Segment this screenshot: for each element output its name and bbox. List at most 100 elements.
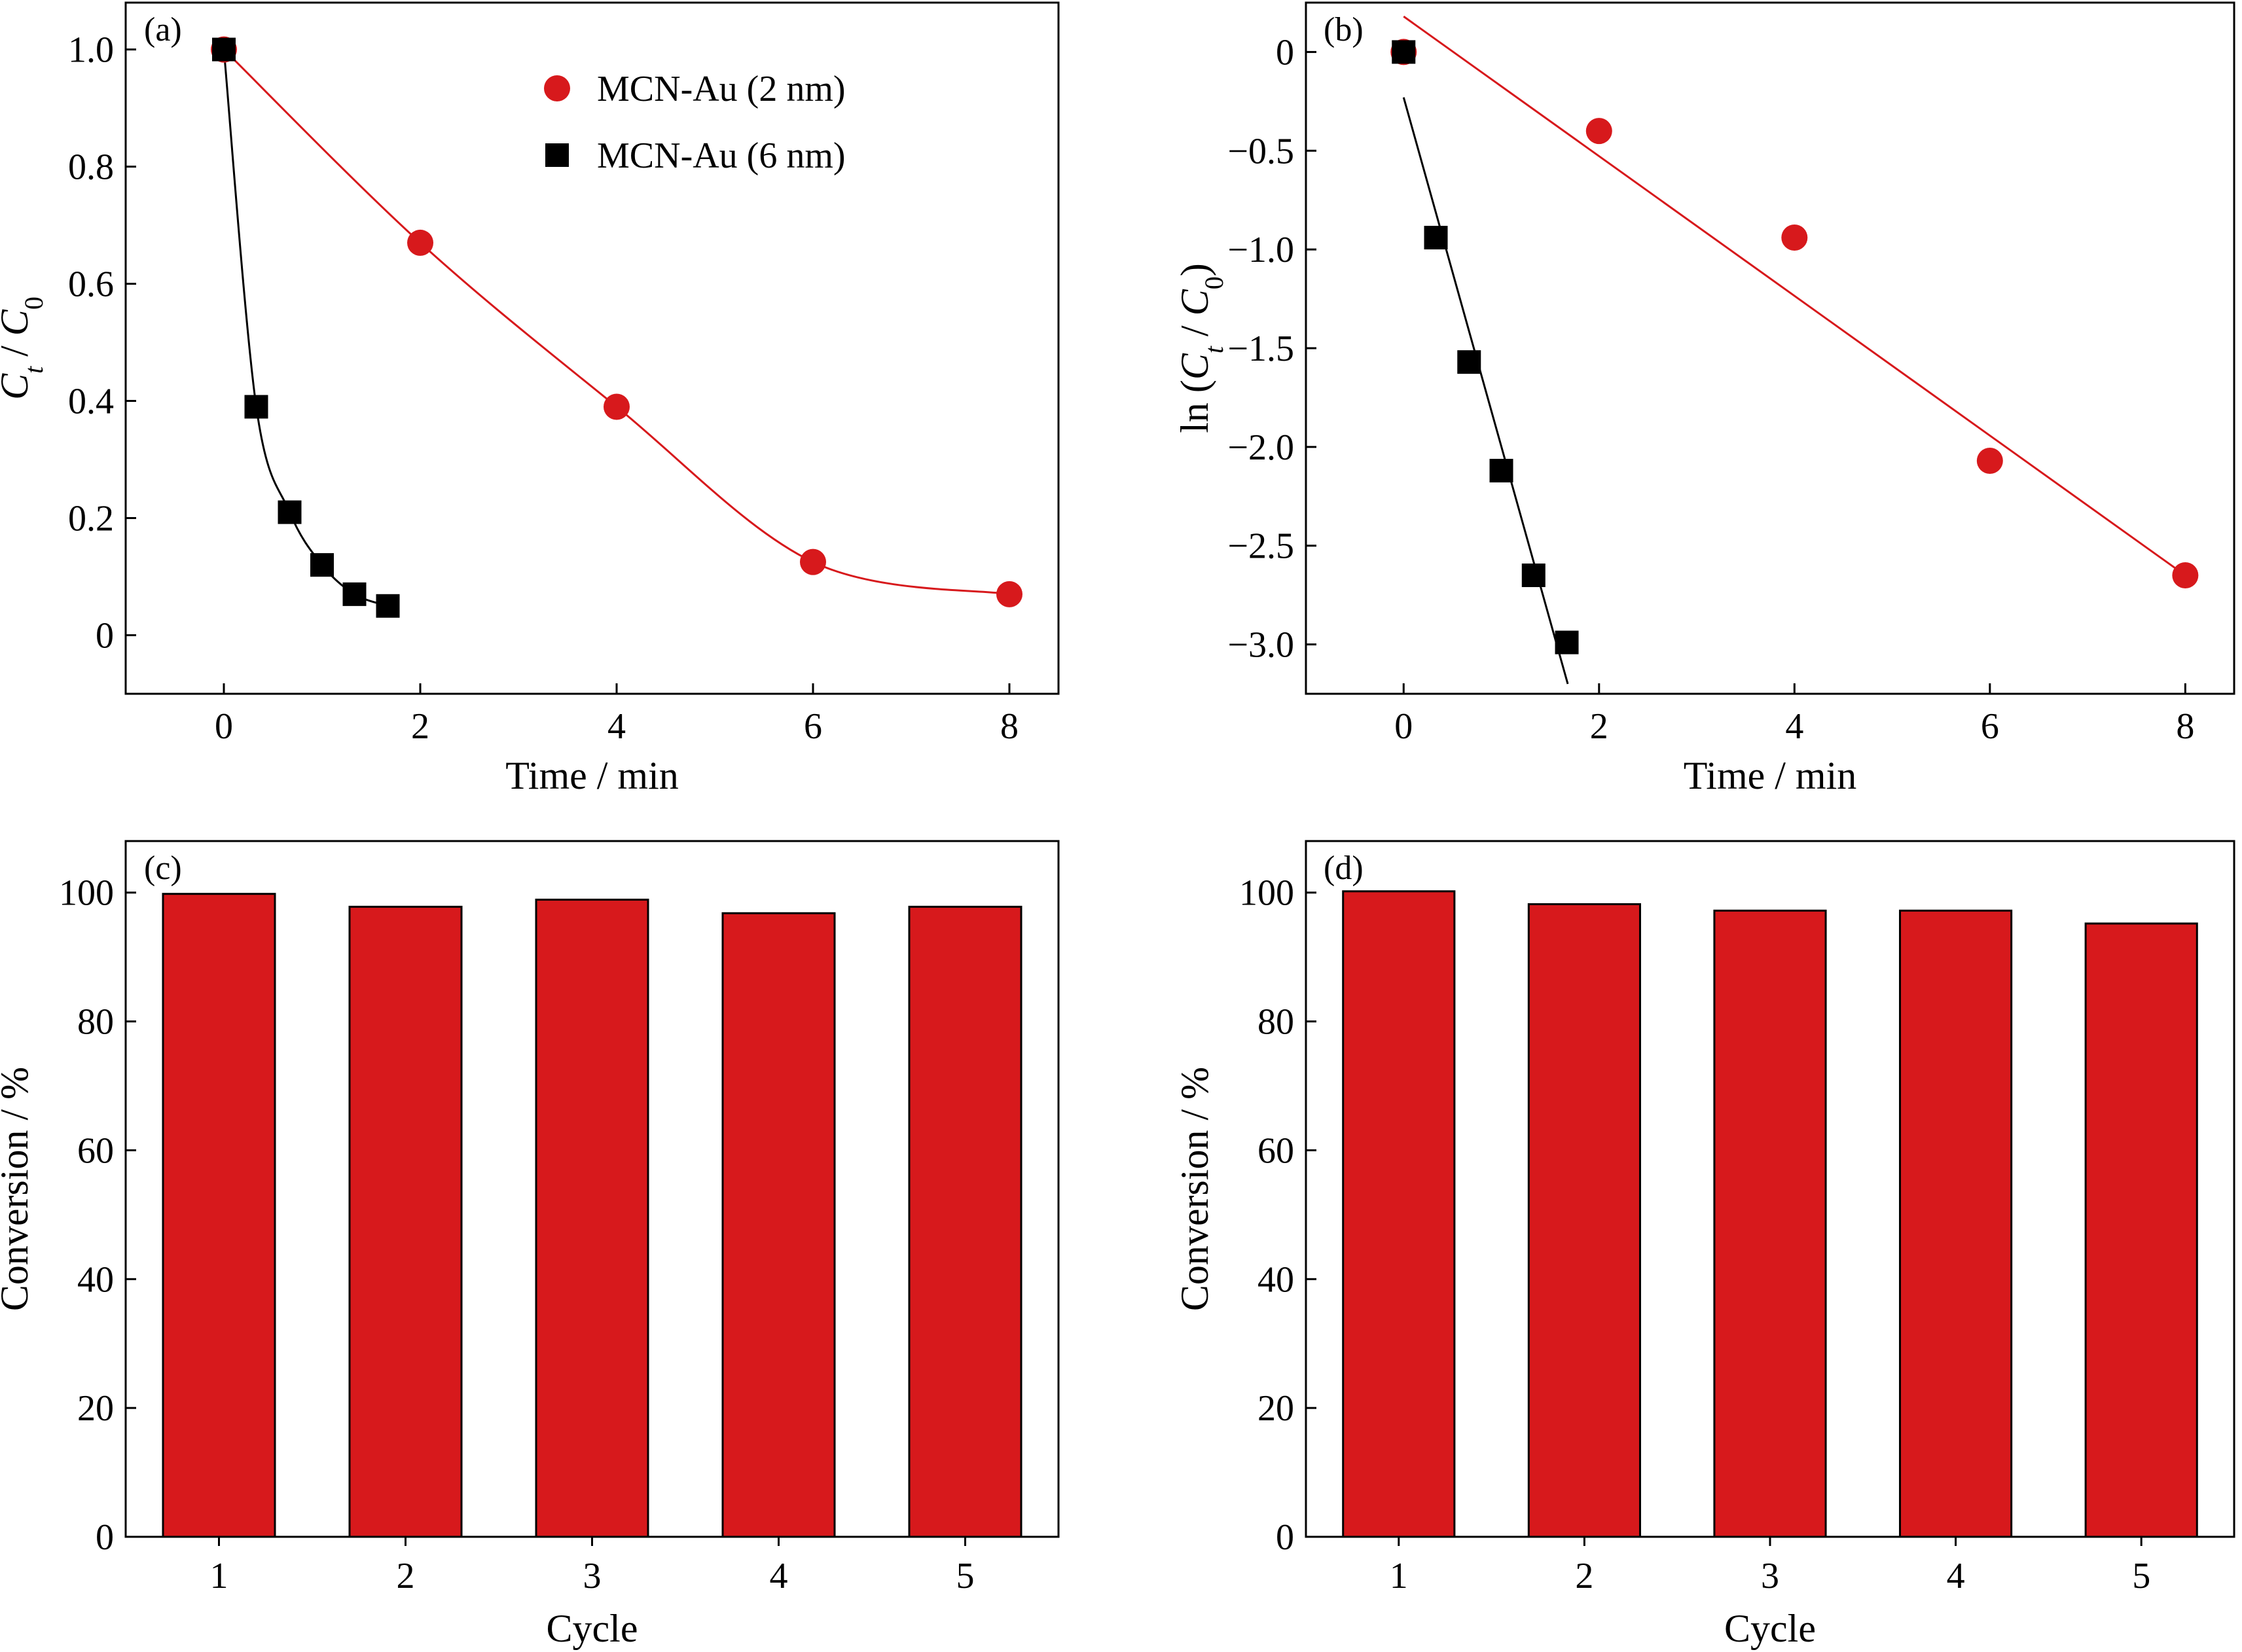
panel-b-y-axis-label-part-4: C <box>1173 289 1216 315</box>
panel-a-series-0-fit-curve <box>223 48 1010 596</box>
panel-a: (a) 0 2 4 6 8 0 0.2 0.4 0.6 0.8 1.0 Time / min Ct / … <box>0 1 1060 797</box>
panel-b-y-axis-label-part-2: t <box>1199 346 1229 353</box>
panel-c-x-axis-label: Cycle <box>547 1607 638 1650</box>
panel-b-y-tick-label: −3.0 <box>1227 625 1294 666</box>
panel-a-legend-marker-0 <box>544 75 570 101</box>
panel-b-series-0-point <box>2172 562 2199 588</box>
panel-d-y-tick-label: 60 <box>1257 1130 1294 1171</box>
panel-b-series-1-point <box>1489 459 1513 483</box>
panel-b-y-axis-label: ln (Ct / C0) <box>1173 263 1229 433</box>
panel-b-series-1-point <box>1424 226 1448 250</box>
panel-c-x-tick-label: 1 <box>210 1556 228 1596</box>
panel-a-series-1-point <box>278 500 302 524</box>
panel-a-x-tick-label: 8 <box>1000 706 1019 747</box>
panel-b-series-1-point <box>1457 350 1481 374</box>
panel-b-series-1-point <box>1392 40 1416 64</box>
panel-a-y-tick-label: 0.8 <box>68 147 114 188</box>
panel-d-x-tick-label: 4 <box>1947 1556 1965 1596</box>
panel-d-y-axis-label: Conversion / % <box>1173 1067 1216 1311</box>
panel-b-series-0-point <box>1585 118 1612 145</box>
panel-b-y-axis-label-part-6: ) <box>1173 263 1216 276</box>
panel-d-y-tick-label: 80 <box>1257 1002 1294 1043</box>
panel-d-y-tick-label: 20 <box>1257 1388 1294 1429</box>
panel-a-y-tick-label: 0.6 <box>68 264 114 305</box>
panel-b-x-tick-label: 4 <box>1785 706 1803 747</box>
panel-c-x-tick-label: 4 <box>770 1556 788 1596</box>
panel-d-x-tick-label: 3 <box>1761 1556 1779 1596</box>
panel-b-y-tick-label: −1.5 <box>1227 329 1294 369</box>
panel-c-bar <box>535 899 649 1538</box>
panel-d-bar <box>1899 909 2013 1538</box>
panel-c-y-tick-label: 20 <box>77 1388 114 1429</box>
panel-b-series-1-point <box>1555 630 1579 655</box>
panel-a-y-tick-label: 0.4 <box>68 382 114 422</box>
panel-a-y-axis-label-part-4: 0 <box>19 296 48 310</box>
panel-a-series-1-point <box>342 582 367 606</box>
panel-b-series-0-point <box>1781 224 1808 251</box>
panel-d-x-tick-label: 1 <box>1390 1556 1408 1596</box>
panel-b-frame <box>1305 1 2235 695</box>
panel-d-x-axis-label: Cycle <box>1724 1607 1816 1650</box>
panel-a-legend-label-0: MCN-Au (2 nm) <box>597 69 846 109</box>
panel-a-frame <box>124 1 1060 695</box>
panel-b-y-tick-label: −0.5 <box>1227 131 1294 171</box>
panel-a-y-axis-label: Ct / C0 <box>0 296 48 400</box>
panel-a-x-axis-label: Time / min <box>505 754 679 797</box>
panel-b-y-axis-label-part-1: C <box>1173 353 1216 380</box>
panel-a-y-tick-label: 0.2 <box>68 499 114 539</box>
panel-d-bar <box>1342 890 1456 1538</box>
panel-c-bar <box>348 905 463 1538</box>
panel-d-x-tick-label: 5 <box>2132 1556 2150 1596</box>
panel-d-y-tick-label: 40 <box>1257 1259 1294 1300</box>
panel-a-series-1-point <box>310 553 334 577</box>
panel-c-y-tick-label: 0 <box>96 1517 114 1558</box>
panel-a-legend-label-1: MCN-Au (6 nm) <box>597 135 846 176</box>
panel-a-y-tick-label: 0 <box>96 616 114 656</box>
panel-b-y-axis-label-part-0: ln ( <box>1173 380 1216 433</box>
panel-c-y-tick-label: 60 <box>77 1130 114 1171</box>
panel-b-series-1-point <box>1521 563 1546 587</box>
panel-c-bar <box>721 912 836 1538</box>
panel-b-y-axis-label-part-5: 0 <box>1199 276 1229 289</box>
panel-b: (b) 0 2 4 6 8 0 −0.5 −1.0 −1.5 −2.0 −2.5 −3.0 Time /… <box>1173 1 2235 797</box>
panel-c-bar <box>162 893 276 1538</box>
panel-d-label: (d) <box>1324 850 1364 887</box>
panel-d-x-tick-label: 2 <box>1575 1556 1593 1596</box>
panel-a-series-0-point <box>800 548 826 575</box>
panel-a-x-tick-label: 2 <box>411 706 429 747</box>
panel-a-series-0-point <box>407 229 433 256</box>
panel-b-x-tick-label: 8 <box>2176 706 2194 747</box>
panel-a-y-tick-label: 1.0 <box>68 30 114 71</box>
panel-a-x-tick-label: 6 <box>804 706 822 747</box>
panel-b-label: (b) <box>1324 11 1364 48</box>
panel-c-bar <box>908 905 1022 1538</box>
panel-d-y-tick-label: 100 <box>1239 873 1294 914</box>
panel-c-x-tick-label: 3 <box>583 1556 602 1596</box>
panel-a-x-tick-label: 0 <box>215 706 233 747</box>
panel-a-series-1-point <box>376 594 400 618</box>
panel-b-y-axis-label-part-3: / <box>1173 315 1216 346</box>
panel-b-plot: 0 2 4 6 8 0 −0.5 −1.0 −1.5 −2.0 −2.5 −3.0 Time / min… <box>1173 15 2199 797</box>
panel-c-x-tick-label: 2 <box>397 1556 415 1596</box>
panel-d: (d) 0 20 40 60 80 100 1 2 3 4 5 Cycle Conversion / % <box>1173 840 2235 1650</box>
panel-b-series-0-point <box>1976 447 2003 474</box>
panel-c: (c) 0 20 40 60 80 100 1 2 3 4 5 Cycle Conversion / % <box>0 840 1060 1650</box>
panel-c-y-axis-label: Conversion / % <box>0 1067 36 1311</box>
panel-d-bar <box>1713 909 1827 1538</box>
panel-b-series-1-fit-line <box>1402 97 1569 685</box>
panel-c-label: (c) <box>144 850 182 887</box>
panel-d-bar <box>1527 903 1641 1538</box>
panel-d-bar <box>2084 922 2198 1538</box>
panel-d-y-tick-label: 0 <box>1276 1517 1294 1558</box>
panel-a-y-axis-label-part-1: t <box>19 366 48 374</box>
panel-a-y-axis-label-part-0: C <box>0 373 36 400</box>
panel-b-y-tick-label: −2.5 <box>1227 526 1294 567</box>
panel-c-y-tick-label: 40 <box>77 1259 114 1300</box>
panel-a-series-1-point <box>212 37 236 62</box>
panel-b-x-tick-label: 6 <box>1981 706 1999 747</box>
panel-b-x-axis-label: Time / min <box>1684 754 1857 797</box>
panel-a-y-axis-label-part-2: / <box>0 336 36 367</box>
panel-d-plot: 0 20 40 60 80 100 1 2 3 4 5 Cycle Conversion / % <box>1173 873 2198 1650</box>
